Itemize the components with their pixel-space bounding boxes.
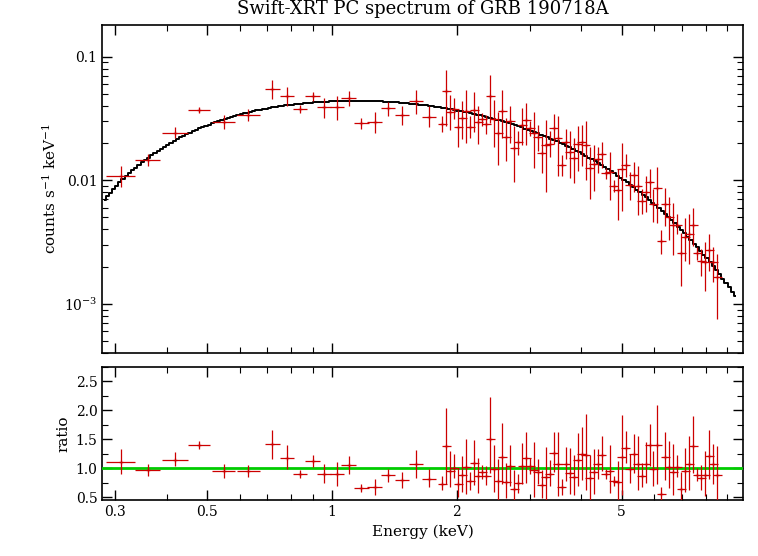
Title: Swift-XRT PC spectrum of GRB 190718A: Swift-XRT PC spectrum of GRB 190718A: [236, 0, 609, 18]
Y-axis label: ratio: ratio: [56, 415, 70, 452]
X-axis label: Energy (keV): Energy (keV): [371, 525, 474, 539]
Y-axis label: counts s$^{-1}$ keV$^{-1}$: counts s$^{-1}$ keV$^{-1}$: [41, 123, 58, 255]
